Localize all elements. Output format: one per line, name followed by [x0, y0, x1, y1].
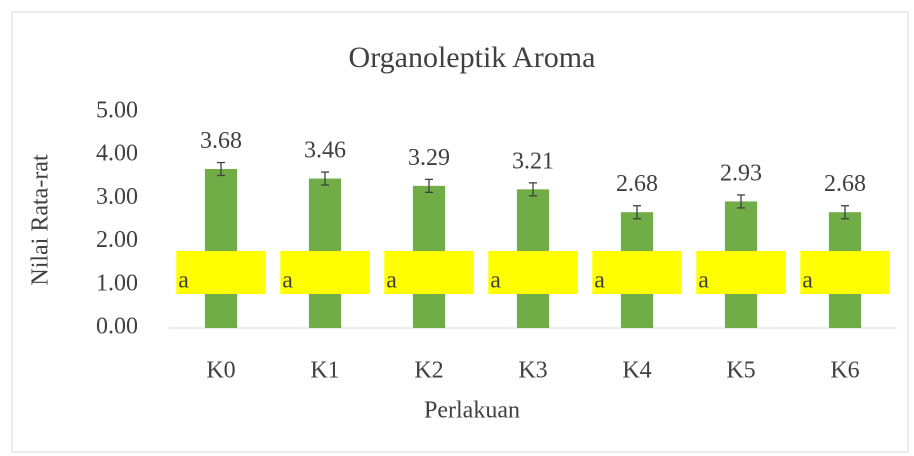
group-label-box	[280, 251, 370, 294]
error-bar	[217, 161, 225, 177]
y-tick-label: 2.00	[96, 227, 138, 253]
error-bar	[425, 178, 433, 194]
group-label: a	[282, 268, 293, 294]
data-label: 2.68	[824, 171, 866, 197]
data-label: 3.21	[512, 148, 554, 174]
group-label-box	[800, 251, 890, 294]
group-label: a	[802, 268, 813, 294]
bar	[204, 169, 238, 328]
x-tick-label: K5	[726, 358, 755, 384]
data-label: 3.68	[200, 128, 242, 154]
error-bar	[529, 182, 537, 197]
group-label-box	[592, 251, 682, 294]
y-tick-label: 4.00	[96, 141, 138, 167]
y-tick-label: 5.00	[96, 98, 138, 124]
data-label: 2.93	[720, 160, 762, 186]
group-label: a	[386, 268, 397, 294]
group-label-box	[384, 251, 474, 294]
x-tick-label: K6	[830, 358, 859, 384]
y-tick-label: 3.00	[96, 184, 138, 210]
group-label: a	[698, 268, 709, 294]
x-axis-label: Perlakuan	[424, 398, 520, 424]
error-bar	[321, 171, 329, 186]
y-tick-label: 0.00	[96, 314, 138, 340]
group-label-box	[488, 251, 578, 294]
error-bar	[841, 205, 849, 220]
x-tick-label: K1	[310, 358, 339, 384]
data-label: 2.68	[616, 171, 658, 197]
x-tick-label: K2	[414, 358, 443, 384]
chart-title: Organoleptik Aroma	[349, 41, 596, 74]
group-label: a	[178, 268, 189, 294]
group-label: a	[490, 268, 501, 294]
group-label-box	[176, 251, 266, 294]
data-label: 3.46	[304, 138, 346, 164]
error-bar	[737, 194, 745, 209]
x-tick-label: K4	[622, 358, 651, 384]
data-label: 3.29	[408, 145, 450, 171]
y-axis-label: Nilai Rata-rat	[28, 154, 54, 286]
y-tick-label: 1.00	[96, 270, 138, 296]
chart-border	[11, 11, 909, 453]
x-tick-label: K3	[518, 358, 547, 384]
group-label-box	[696, 251, 786, 294]
error-bar	[633, 205, 641, 220]
group-label: a	[594, 268, 605, 294]
x-tick-label: K0	[206, 358, 235, 384]
